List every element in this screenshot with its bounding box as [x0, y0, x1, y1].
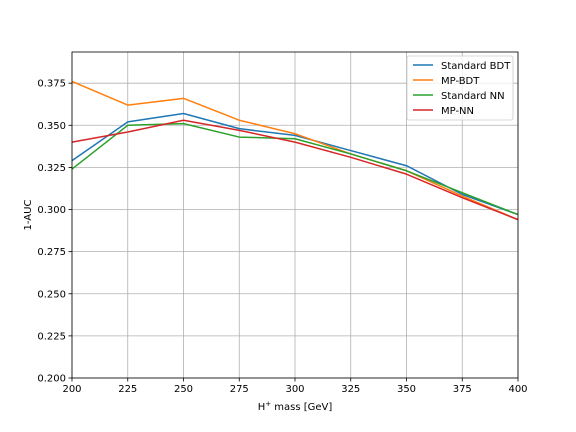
y-tick-label: 0.250	[37, 289, 66, 300]
legend-label-standard-nn: Standard NN	[441, 91, 505, 102]
x-axis-label-superscript: +	[265, 400, 271, 408]
x-axis-label-rest: mass [GeV]	[271, 402, 332, 413]
x-tick-label: 350	[397, 384, 416, 395]
x-tick-label: 200	[62, 384, 81, 395]
y-tick-label: 0.300	[37, 205, 66, 216]
x-tick-label: 275	[230, 384, 249, 395]
legend-box	[406, 55, 514, 121]
axis-ticks	[68, 82, 519, 382]
x-tick-label: 375	[453, 384, 472, 395]
y-tick-label: 0.350	[37, 121, 66, 132]
legend: Standard BDT MP-BDT Standard NN MP-NN	[406, 55, 514, 121]
y-axis-label: 1-AUC	[23, 200, 34, 231]
series-line-mp-nn	[71, 119, 519, 221]
x-tick-label: 400	[508, 384, 527, 395]
y-tick-label: 0.200	[37, 374, 66, 385]
legend-label-standard-bdt: Standard BDT	[441, 61, 511, 72]
legend-label-mp-nn: MP-NN	[441, 106, 474, 117]
y-tick-label: 0.275	[37, 247, 66, 258]
series-line-mp-bdt	[71, 80, 519, 221]
x-tick-label: 325	[341, 384, 360, 395]
legend-label-mp-bdt: MP-BDT	[441, 76, 480, 87]
y-tick-label: 0.325	[37, 163, 66, 174]
series-lines	[71, 80, 519, 221]
x-tick-label: 300	[285, 384, 304, 395]
x-tick-label: 250	[174, 384, 193, 395]
y-tick-label: 0.375	[37, 79, 66, 90]
y-tick-labels: 0.200 0.225 0.250 0.275 0.300 0.325 0.350 0.375	[37, 79, 66, 385]
series-line-standard-nn	[71, 122, 519, 216]
x-axis-label-base: H	[258, 402, 266, 413]
x-tick-label: 225	[118, 384, 137, 395]
x-tick-labels: 200 225 250 275 300 325 350 375 400	[62, 384, 527, 395]
x-axis-label: H+ mass [GeV]	[258, 400, 333, 413]
y-tick-label: 0.225	[37, 331, 66, 342]
